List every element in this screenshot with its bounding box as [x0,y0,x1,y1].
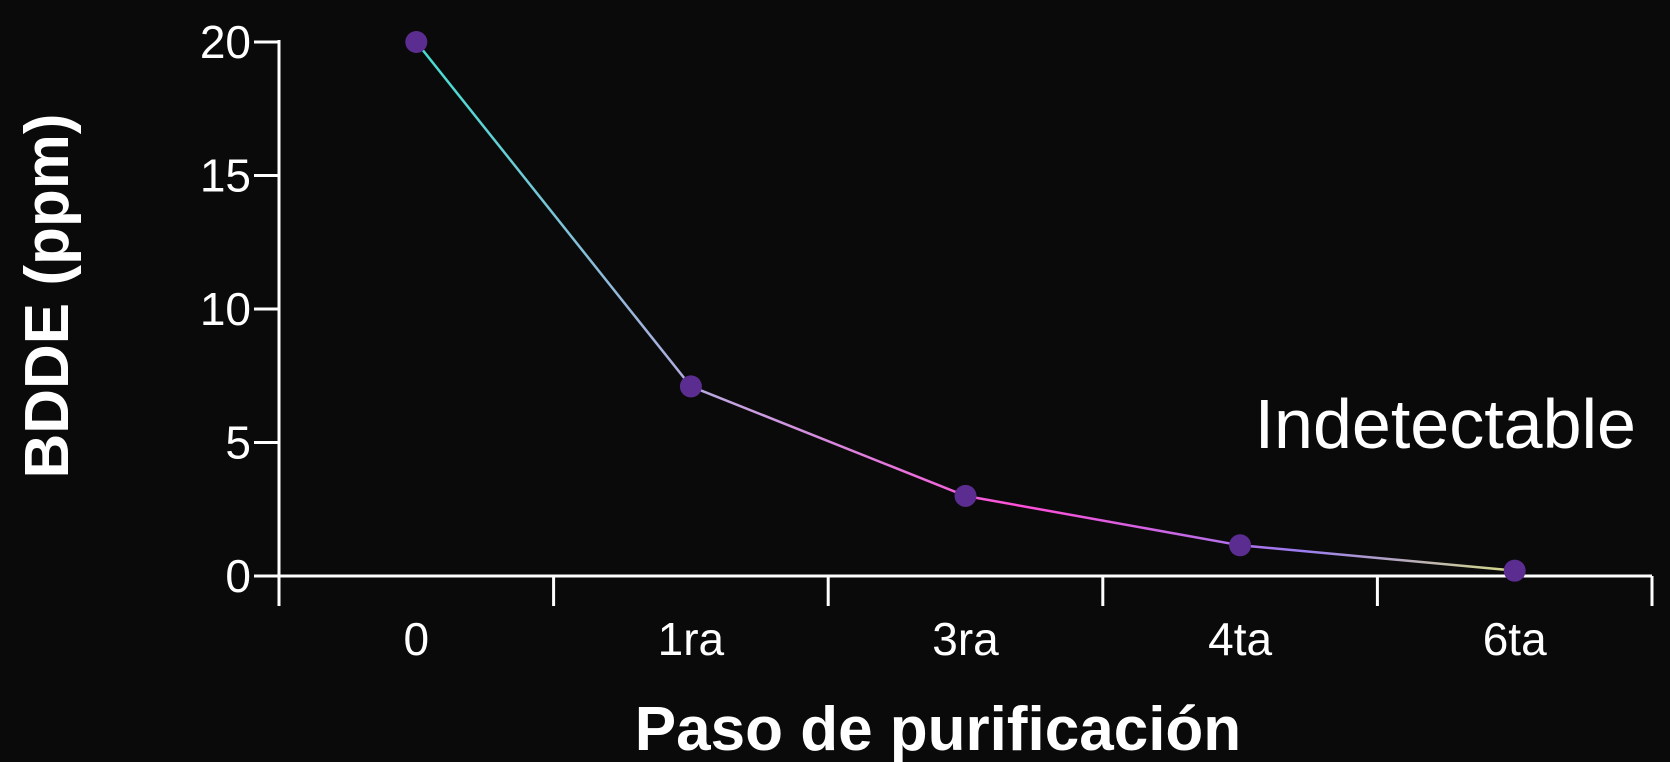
data-point-2 [954,484,977,507]
x-axis-title: Paso de purificación [635,695,1241,762]
x-tick-label-3: 4ta [1208,613,1272,665]
y-tick-label-3: 15 [200,150,251,202]
data-point-1 [679,375,702,398]
data-point-3 [1229,534,1252,557]
y-tick-label-2: 10 [200,283,251,335]
y-axis-title: BDDE (ppm) [13,113,82,478]
data-point-0 [405,31,428,53]
annotation-indetectable: Indetectable [1255,385,1636,463]
x-tick-label-0: 0 [404,613,430,665]
x-axis-ticks: 0 1ra 3ra 4ta 6ta [277,576,1654,665]
x-tick-label-4: 6ta [1483,613,1547,665]
data-point-4 [1503,559,1526,582]
x-tick-label-2: 3ra [932,613,999,665]
y-tick-label-4: 20 [200,16,251,68]
y-tick-label-1: 5 [225,417,251,469]
series-layer [405,31,1526,582]
y-tick-label-0: 0 [225,550,251,602]
x-tick-label-1: 1ra [658,613,725,665]
y-axis-ticks: 0 5 10 15 20 [200,16,279,602]
